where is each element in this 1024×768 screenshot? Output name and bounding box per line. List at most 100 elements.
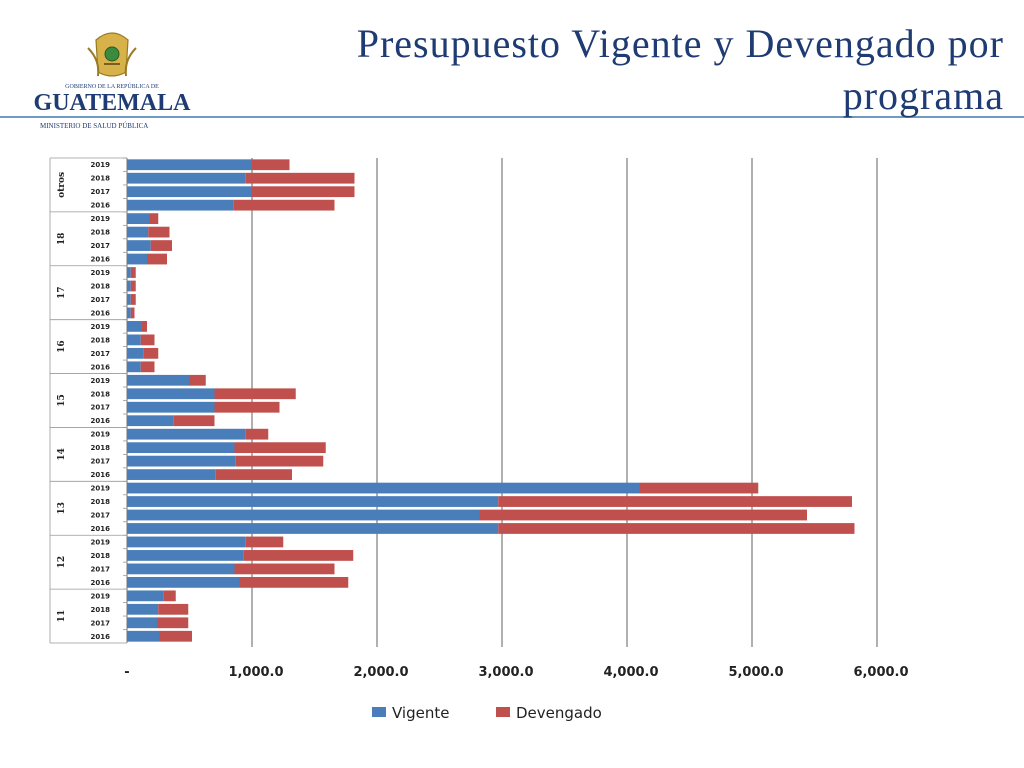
header-rule	[0, 116, 1024, 118]
bar-vigente	[127, 321, 142, 332]
bar-devengado	[235, 455, 324, 467]
year-label: 2019	[91, 592, 111, 600]
x-tick-label: 2,000.0	[353, 665, 408, 680]
year-label: 2016	[91, 471, 111, 479]
legend-swatch-vigente	[372, 707, 386, 717]
group-label: 11	[57, 610, 67, 623]
bar-vigente	[127, 199, 234, 211]
logo-top-text: GOBIERNO DE LA REPÚBLICA DE	[65, 82, 159, 90]
bar-vigente	[127, 630, 160, 642]
year-label: 2019	[91, 431, 111, 439]
year-label: 2019	[91, 485, 111, 493]
year-label: 2019	[91, 377, 111, 385]
bar-devengado	[214, 388, 296, 400]
year-label: 2018	[91, 606, 111, 614]
bar-vigente	[127, 388, 215, 400]
group-label: 17	[57, 286, 67, 299]
bar-vigente	[127, 455, 236, 467]
bar-devengado	[252, 159, 290, 171]
bar-devengado	[159, 630, 192, 642]
year-label: 2016	[91, 525, 111, 533]
bar-vigente	[127, 509, 480, 521]
bar-devengado	[157, 617, 189, 629]
bar-vigente	[127, 469, 216, 480]
bar-vigente	[127, 159, 252, 171]
year-label: 2016	[91, 363, 111, 371]
bar-devengado	[158, 603, 189, 615]
bar-vigente	[127, 334, 141, 346]
bar-vigente	[127, 523, 499, 534]
bar-devengado	[142, 321, 147, 332]
year-label: 2018	[91, 390, 111, 398]
x-tick-label: 6,000.0	[853, 665, 908, 680]
legend-label-devengado: Devengado	[516, 704, 602, 722]
year-label: 2019	[91, 161, 111, 169]
bar-vigente	[127, 442, 235, 454]
year-label: 2017	[91, 188, 111, 196]
bar-devengado	[234, 442, 326, 454]
group-label: otros	[57, 172, 67, 198]
bar-devengado	[130, 307, 135, 319]
bar-vigente	[127, 240, 151, 251]
bar-vigente	[127, 307, 131, 319]
bar-vigente	[127, 617, 157, 629]
group-label: 12	[57, 556, 67, 569]
bar-vigente	[127, 374, 190, 386]
bar-devengado	[639, 482, 759, 494]
guatemala-logo: GOBIERNO DE LA REPÚBLICA DE GUATEMALA MI…	[34, 32, 192, 130]
year-label: 2017	[91, 458, 111, 466]
bar-vigente	[127, 361, 141, 373]
bar-devengado	[252, 186, 355, 198]
bar-vigente	[127, 415, 174, 427]
group-label: 14	[57, 448, 67, 461]
x-axis-ticks: - 1,000.0 2,000.0 3,000.0 4,000.0 5,000.0 6,00…	[124, 665, 908, 680]
year-label: 2017	[91, 619, 111, 627]
year-label: 2016	[91, 633, 111, 641]
bar-devengado	[245, 536, 284, 548]
bar-devengado	[140, 334, 155, 346]
bar-devengado	[189, 374, 206, 386]
bar-devengado	[245, 172, 355, 184]
year-label: 2016	[91, 417, 111, 425]
y-axis: otros 2019 2018 2017 2016 18 2019 2018 2017 2016 1…	[49, 157, 128, 644]
legend-swatch-devengado	[496, 707, 510, 717]
year-label: 2018	[91, 552, 111, 560]
bar-vigente	[127, 428, 246, 440]
group-label: 15	[57, 394, 67, 407]
bar-vigente	[127, 576, 240, 588]
bar-devengado	[498, 523, 855, 534]
bar-devengado	[173, 415, 215, 427]
year-label: 2017	[91, 404, 111, 412]
bar-vigente	[127, 482, 640, 494]
x-tick-label: 3,000.0	[478, 665, 533, 680]
bar-devengado	[245, 428, 269, 440]
bar-vigente	[127, 280, 131, 292]
bar-vigente	[127, 186, 252, 198]
group-label: 18	[57, 233, 67, 246]
bar-vigente	[127, 253, 147, 265]
year-label: 2017	[91, 296, 111, 304]
bar-vigente	[127, 496, 499, 507]
coat-of-arms-icon	[87, 32, 137, 77]
year-label: 2018	[91, 336, 111, 344]
logo-main-text: GUATEMALA	[34, 90, 192, 116]
bar-devengado	[243, 550, 354, 561]
bar-devengado	[214, 401, 280, 413]
bar-vigente	[127, 294, 131, 305]
bar-devengado	[234, 563, 335, 575]
bar-vigente	[127, 536, 246, 548]
bar-devengado	[130, 280, 136, 292]
year-label: 2016	[91, 309, 111, 317]
year-label: 2019	[91, 323, 111, 331]
bars	[127, 159, 855, 642]
bar-devengado	[479, 509, 807, 521]
year-label: 2019	[91, 538, 111, 546]
page-title: Presupuesto Vigente y Devengado por prog…	[356, 21, 1004, 118]
gridlines	[251, 158, 878, 647]
year-label: 2017	[91, 242, 111, 250]
bar-devengado	[130, 267, 136, 278]
bar-vigente	[127, 590, 164, 602]
bar-devengado	[148, 226, 170, 238]
x-tick-label: 1,000.0	[228, 665, 283, 680]
